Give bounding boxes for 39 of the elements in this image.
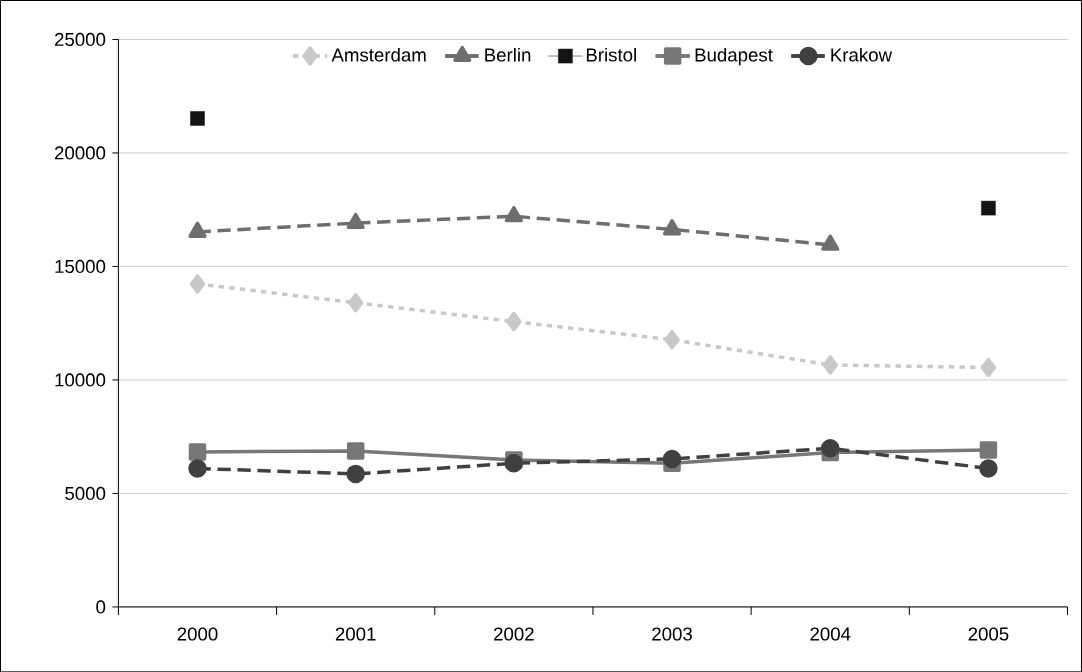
point <box>504 205 523 223</box>
y-tick-label: 0 <box>96 600 106 614</box>
point <box>189 274 206 294</box>
x-tick-label: 2003 <box>652 627 692 641</box>
y-tick-label: 25000 <box>55 32 106 46</box>
point <box>504 453 524 473</box>
point <box>979 459 998 478</box>
point <box>506 311 522 332</box>
y-tick-label: 5000 <box>65 486 106 500</box>
legend-label: Krakow <box>831 47 893 62</box>
x-tick-label: 2004 <box>810 627 851 641</box>
point <box>980 357 997 378</box>
point <box>820 438 840 458</box>
point <box>822 355 838 375</box>
point <box>188 221 207 238</box>
point <box>346 464 365 483</box>
point <box>346 442 365 460</box>
legend-label: Bristol <box>586 47 636 62</box>
x-tick-label: 2001 <box>335 627 376 641</box>
y-tick-label: 20000 <box>55 146 106 160</box>
legend-label: Berlin <box>485 47 531 62</box>
x-tick-label: 2002 <box>494 627 534 641</box>
point <box>979 441 998 459</box>
x-tick-label: 2005 <box>968 627 1009 641</box>
point <box>188 442 207 461</box>
legend-label: Amsterdam <box>331 47 426 62</box>
point <box>190 111 205 126</box>
point <box>981 200 996 216</box>
point <box>662 219 682 236</box>
point <box>821 234 840 251</box>
y-tick-label: 10000 <box>55 373 106 387</box>
legend-label: Budapest <box>695 47 773 66</box>
y-tick-label: 15000 <box>55 259 106 273</box>
point <box>664 329 680 350</box>
point <box>662 449 682 468</box>
x-tick-label: 2000 <box>177 627 218 641</box>
point <box>347 292 364 313</box>
point <box>346 212 365 229</box>
point <box>188 459 207 478</box>
